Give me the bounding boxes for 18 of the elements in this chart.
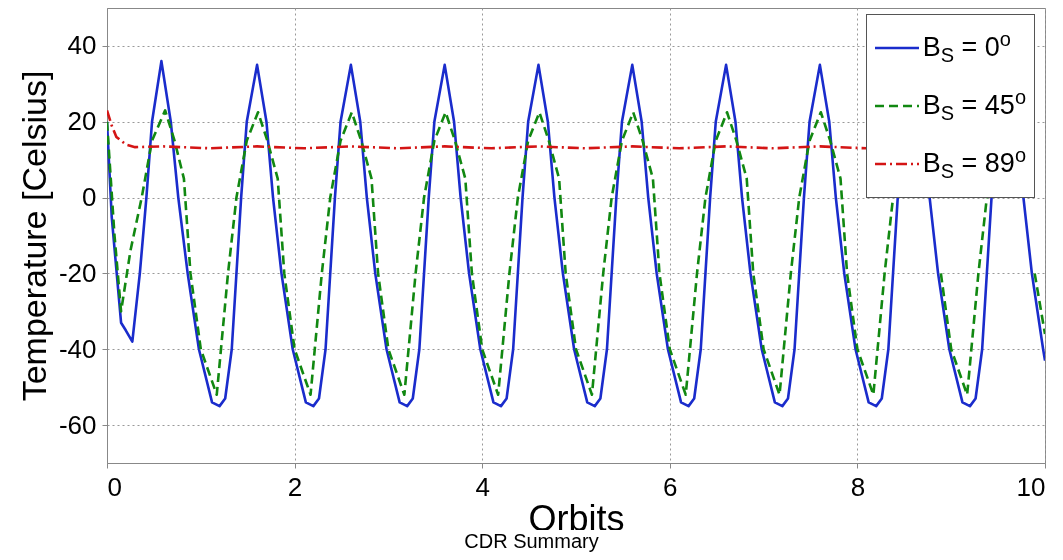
x-tick-label: 2 <box>287 471 303 502</box>
legend-label: B$_{S}$ = 89$^{o}$ <box>922 144 1026 184</box>
y-tick-label: 40 <box>67 30 97 61</box>
y-tick-label: 0 <box>82 182 97 213</box>
y-tick-label: 20 <box>67 106 97 137</box>
x-tick-label: 8 <box>850 471 866 502</box>
legend-label: B$_{S}$ = 45$^{o}$ <box>922 86 1026 126</box>
text: CDR Summary <box>463 530 600 553</box>
x-tick-label: 6 <box>663 471 678 502</box>
y-tick-label: -20 <box>58 257 97 288</box>
y-tick-label: -40 <box>58 333 97 364</box>
x-tick-label: 0 <box>107 471 122 502</box>
x-tick-label: 10 <box>1016 471 1046 502</box>
y-axis-title: Temperature [Celsius] <box>14 70 53 402</box>
y-tick-label: -60 <box>58 409 97 440</box>
legend-label: B$_{S}$ = 0$^{o}$ <box>922 28 1011 68</box>
line-series <box>107 109 869 150</box>
x-tick-label: 4 <box>475 471 490 502</box>
